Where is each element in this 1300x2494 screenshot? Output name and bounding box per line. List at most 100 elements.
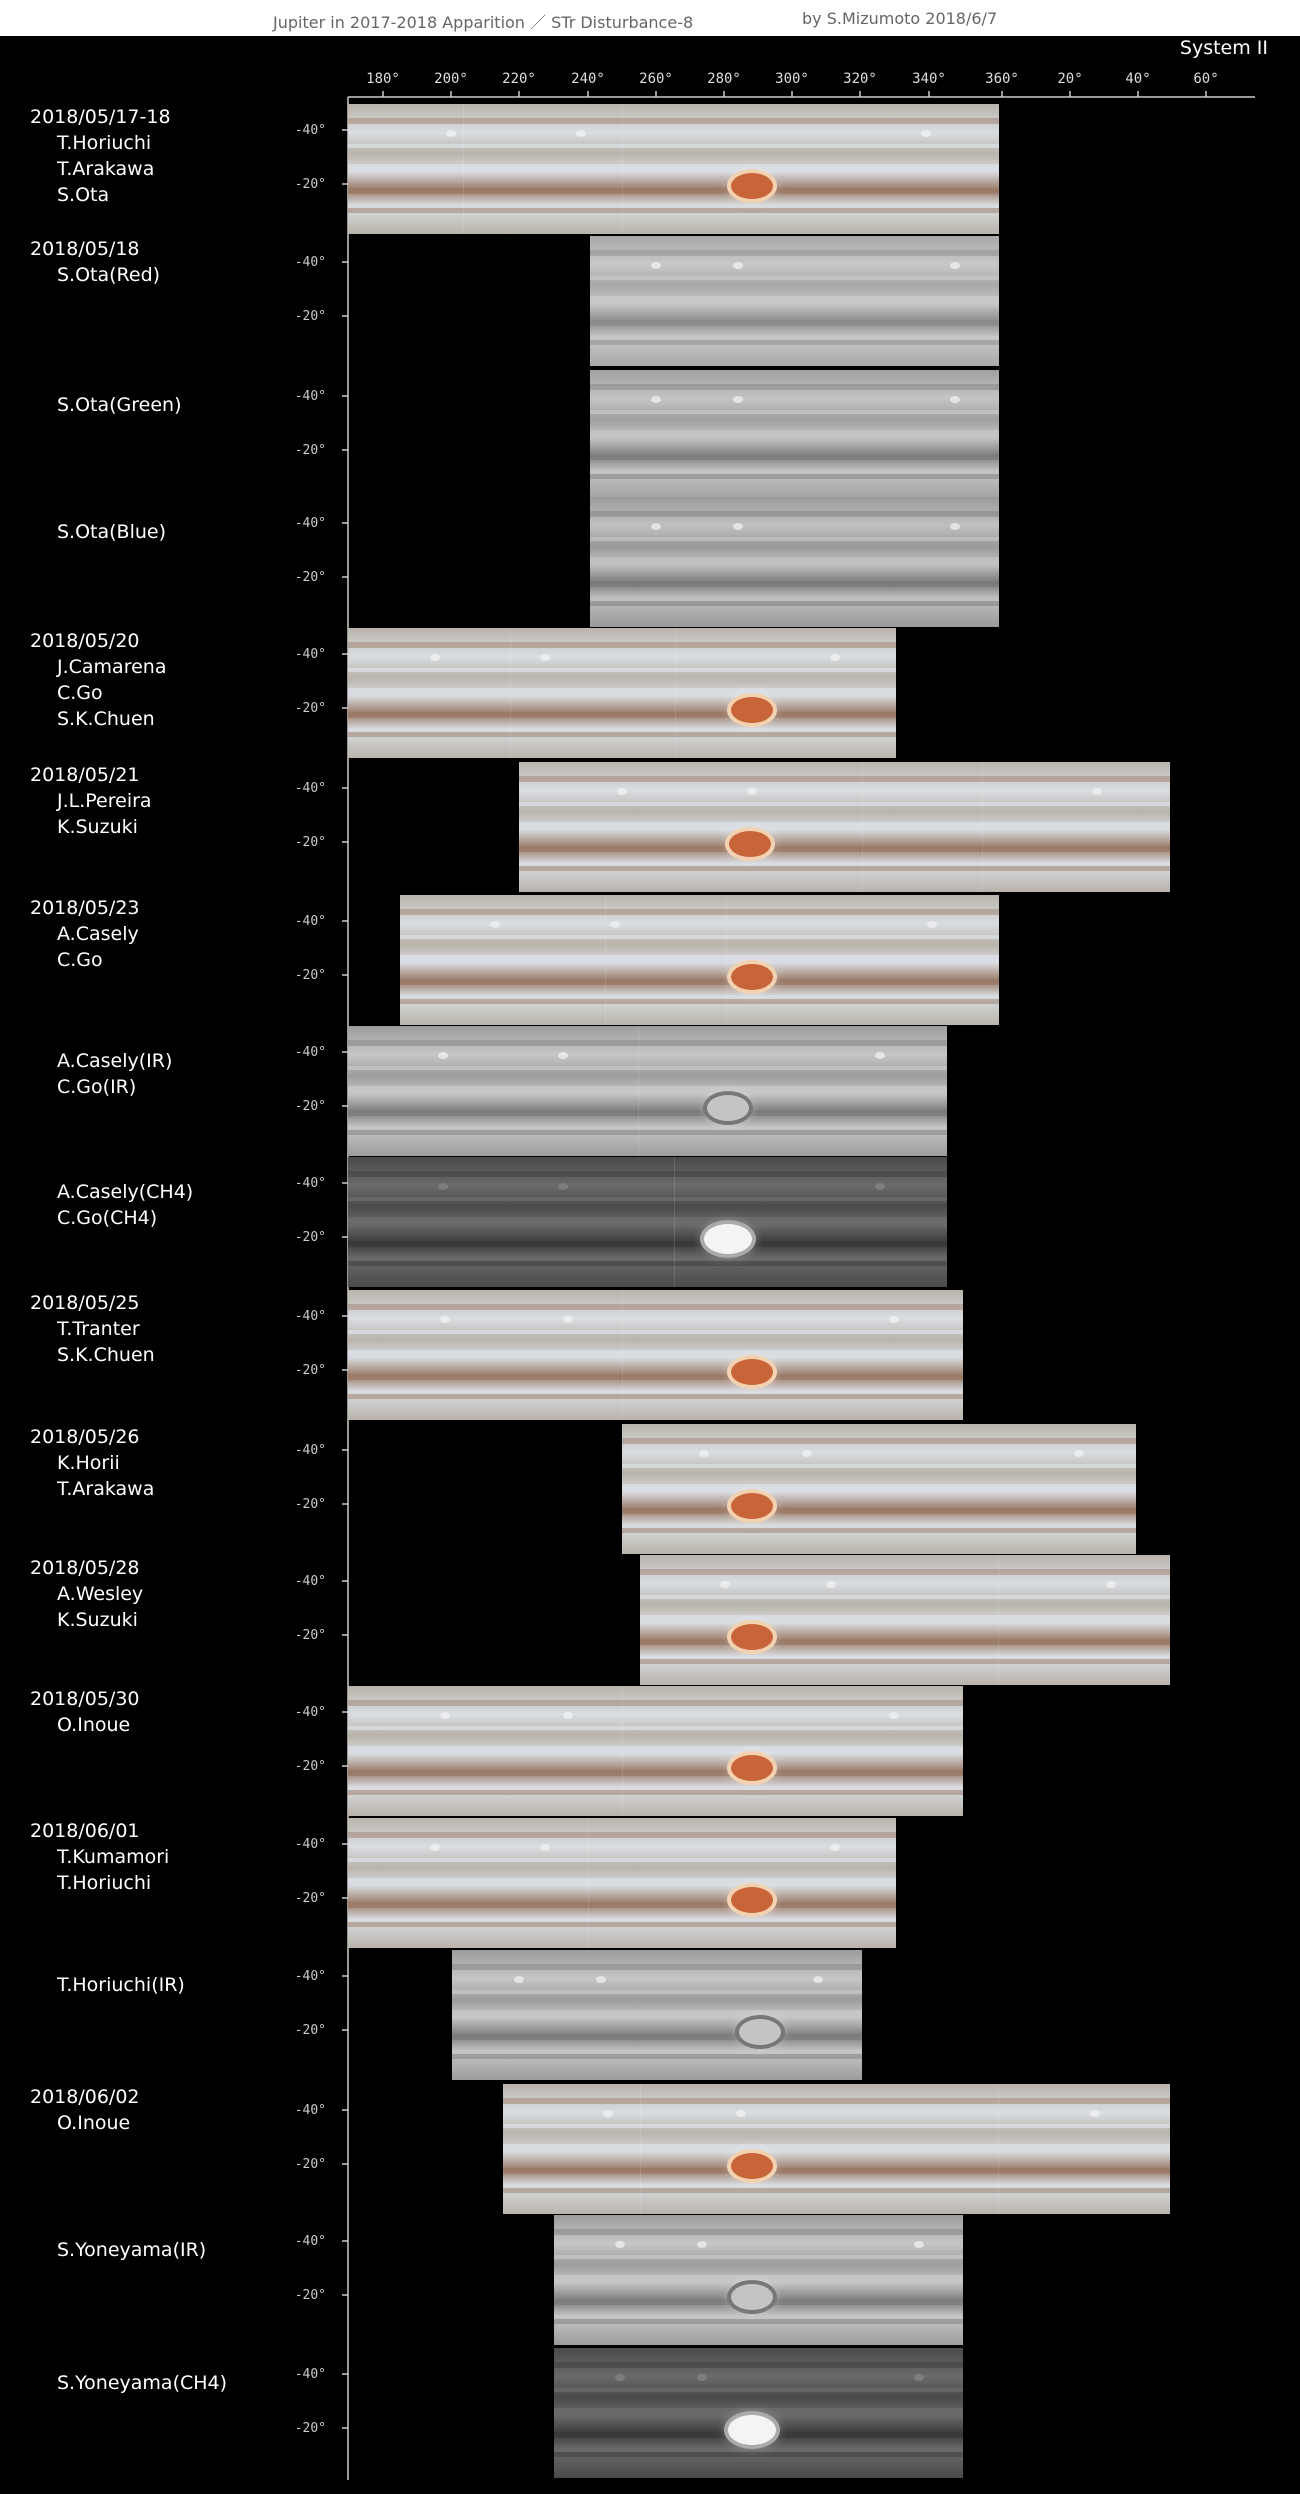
mosaic-seam: [510, 628, 511, 758]
observer-name: C.Go(CH4): [57, 1207, 158, 1229]
great-red-spot: [728, 2415, 776, 2445]
white-oval-spot: [595, 1976, 606, 1983]
cloud-band: [590, 384, 999, 390]
row-label: 2018/05/21 J.L.Pereira K.Suzuki: [30, 762, 152, 840]
white-oval-spot: [563, 1316, 574, 1323]
latitude-tick-label: -40°: [295, 516, 326, 531]
observer-name: J.Camarena: [57, 656, 167, 678]
white-oval-spot: [733, 396, 744, 403]
cloud-band: [640, 1639, 1170, 1645]
mosaic-seam: [998, 2084, 999, 2214]
white-oval-spot: [1091, 788, 1102, 795]
latitude-tick-label: -40°: [295, 2103, 326, 2118]
white-oval-spot: [1074, 1450, 1085, 1457]
latitude-tick-label: -40°: [295, 2367, 326, 2382]
observer-name: A.Casely(CH4): [57, 1181, 194, 1203]
row-label: S.Yoneyama(CH4): [30, 2370, 227, 2396]
latitude-tick-label: -20°: [295, 443, 326, 458]
cloud-band: [640, 1595, 1170, 1599]
latitude-tick-label: -20°: [295, 1497, 326, 1512]
white-oval-spot: [609, 921, 620, 928]
observation-date: 2018/05/18: [30, 238, 140, 260]
observer-name: A.Casely: [57, 923, 139, 945]
white-oval-spot: [430, 654, 441, 661]
cloud-band: [348, 1858, 896, 1862]
latitude-tick-label: -40°: [295, 1574, 326, 1589]
cloud-band: [622, 1484, 1136, 1491]
white-oval-spot: [615, 2241, 626, 2248]
row-label: 2018/05/26 K.Horii T.Arakawa: [30, 1424, 154, 1502]
white-oval-spot: [830, 1844, 841, 1851]
jupiter-map-strip: [640, 1555, 1170, 1685]
observer-name: C.Go: [57, 682, 103, 704]
white-oval-spot: [440, 1712, 451, 1719]
row-label: 2018/05/18 S.Ota(Red): [30, 236, 160, 288]
observation-date: 2018/05/23: [30, 897, 140, 919]
cloud-band: [348, 208, 999, 213]
cloud-band: [400, 955, 999, 962]
jupiter-map-strip: [348, 104, 999, 234]
row-label: 2018/05/25 T.Tranter S.K.Chuen: [30, 1290, 155, 1368]
cloud-band: [348, 1770, 963, 1776]
row-label: A.Casely(IR) C.Go(IR): [30, 1048, 172, 1100]
cloud-band: [348, 1878, 896, 1885]
cloud-band: [554, 2388, 963, 2392]
latitude-tick-label: -20°: [295, 177, 326, 192]
row-label: 2018/05/20 J.Camarena C.Go S.K.Chuen: [30, 628, 166, 732]
great-red-spot: [707, 1095, 749, 1121]
cloud-band: [348, 118, 999, 124]
jupiter-map-strip: [554, 2215, 963, 2345]
cloud-band: [348, 1086, 947, 1093]
cloud-band: [348, 642, 896, 648]
latitude-tick-label: -40°: [295, 781, 326, 796]
cloud-band: [348, 1261, 947, 1266]
jupiter-map-strip: [348, 628, 896, 758]
jupiter-map-strip: [590, 236, 999, 366]
white-oval-spot: [733, 262, 744, 269]
cloud-band: [590, 340, 999, 345]
mosaic-seam: [638, 1026, 639, 1156]
row-label: S.Ota(Blue): [30, 519, 166, 545]
cloud-band: [348, 1066, 947, 1070]
cloud-band: [590, 410, 999, 414]
observer-name: A.Casely(IR): [57, 1050, 173, 1072]
cloud-band: [554, 2452, 963, 2457]
cloud-band: [452, 2010, 862, 2017]
latitude-tick-label: -20°: [295, 1099, 326, 1114]
cloud-band: [519, 866, 1170, 871]
mosaic-seam: [622, 104, 623, 234]
observation-date: 2018/05/28: [30, 1557, 140, 1579]
cloud-band: [554, 2319, 963, 2324]
latitude-tick-label: -40°: [295, 1837, 326, 1852]
latitude-tick-label: -40°: [295, 914, 326, 929]
white-oval-spot: [736, 2110, 747, 2117]
mosaic-seam: [588, 1818, 589, 1948]
longitude-tick-label: 360°: [985, 71, 1019, 87]
latitude-tick-label: -20°: [295, 2157, 326, 2172]
cloud-band: [590, 296, 999, 303]
white-oval-spot: [889, 1712, 900, 1719]
mosaic-seam: [726, 895, 727, 1025]
observation-date: 2018/05/17-18: [30, 106, 171, 128]
cloud-band: [348, 164, 999, 171]
jupiter-map-strip: [400, 895, 999, 1025]
cloud-band: [590, 511, 999, 517]
jupiter-map-strip: [519, 762, 1170, 892]
white-oval-spot: [812, 1976, 823, 1983]
latitude-tick-label: -40°: [295, 647, 326, 662]
white-oval-spot: [430, 1844, 441, 1851]
white-oval-spot: [913, 2241, 924, 2248]
latitude-tick-label: -40°: [295, 2234, 326, 2249]
observation-date: 2018/05/26: [30, 1426, 140, 1448]
cloud-band: [640, 1569, 1170, 1575]
cloud-band: [452, 1964, 862, 1970]
cloud-band: [348, 1197, 947, 1201]
white-oval-spot: [825, 1581, 836, 1588]
cloud-band: [554, 2229, 963, 2235]
white-oval-spot: [651, 523, 662, 530]
mosaic-seam: [640, 2084, 641, 2214]
observation-date: 2018/05/21: [30, 764, 140, 786]
cloud-band: [348, 188, 999, 194]
cloud-band: [400, 909, 999, 915]
mosaic-seam: [674, 1157, 675, 1287]
